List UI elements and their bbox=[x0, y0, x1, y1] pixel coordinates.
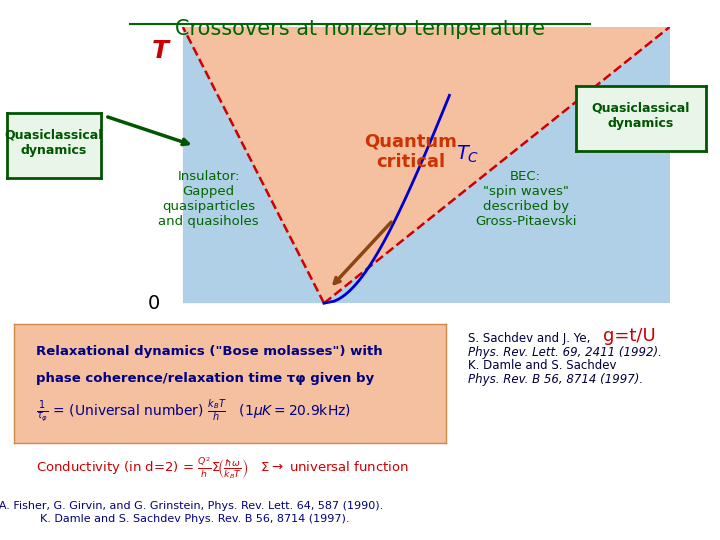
Polygon shape bbox=[324, 27, 670, 303]
Text: T: T bbox=[151, 39, 168, 63]
Text: Quasiclassical
dynamics: Quasiclassical dynamics bbox=[5, 129, 103, 157]
Text: Phys. Rev. Lett. 69, 2411 (1992).: Phys. Rev. Lett. 69, 2411 (1992). bbox=[468, 346, 662, 359]
Text: M.P.A. Fisher, G. Girvin, and G. Grinstein, Phys. Rev. Lett. 64, 587 (1990).: M.P.A. Fisher, G. Girvin, and G. Grinste… bbox=[0, 501, 383, 511]
Polygon shape bbox=[183, 27, 670, 303]
Text: $g_c$: $g_c$ bbox=[319, 326, 341, 346]
Polygon shape bbox=[183, 27, 324, 303]
Text: Crossovers at nonzero temperature: Crossovers at nonzero temperature bbox=[175, 19, 545, 39]
Text: phase coherence/relaxation time τφ given by: phase coherence/relaxation time τφ given… bbox=[36, 372, 374, 384]
Text: Conductivity (in d=2) = $\frac{Q^2}{h}\Sigma\!\left(\frac{\hbar\omega}{k_B T}\ri: Conductivity (in d=2) = $\frac{Q^2}{h}\S… bbox=[36, 455, 409, 481]
Text: Phys. Rev. B 56, 8714 (1997).: Phys. Rev. B 56, 8714 (1997). bbox=[468, 373, 643, 386]
Polygon shape bbox=[183, 27, 670, 303]
Polygon shape bbox=[183, 27, 670, 303]
Text: Relaxational dynamics ("Bose molasses") with: Relaxational dynamics ("Bose molasses") … bbox=[36, 346, 382, 359]
Text: Quantum
critical: Quantum critical bbox=[364, 132, 456, 171]
Text: BEC:
"spin waves"
described by
Gross-Pitaevski: BEC: "spin waves" described by Gross-Pit… bbox=[475, 170, 576, 228]
Text: Insulator:
Gapped
quasiparticles
and quasiholes: Insulator: Gapped quasiparticles and qua… bbox=[158, 170, 259, 228]
Text: 0: 0 bbox=[148, 294, 161, 313]
Text: K. Damle and S. Sachdev: K. Damle and S. Sachdev bbox=[468, 359, 616, 372]
Text: K. Damle and S. Sachdev Phys. Rev. B 56, 8714 (1997).: K. Damle and S. Sachdev Phys. Rev. B 56,… bbox=[40, 514, 349, 524]
Text: g=t/U: g=t/U bbox=[603, 327, 656, 345]
Text: S. Sachdev and J. Ye,: S. Sachdev and J. Ye, bbox=[468, 332, 590, 345]
Text: $T_C$: $T_C$ bbox=[456, 144, 480, 165]
Text: $\frac{1}{\tau_\varphi}$ = (Universal number) $\frac{k_B T}{h}$   $(1\mu K = 20.: $\frac{1}{\tau_\varphi}$ = (Universal nu… bbox=[36, 397, 351, 424]
Text: Quasiclassical
dynamics: Quasiclassical dynamics bbox=[592, 102, 690, 130]
